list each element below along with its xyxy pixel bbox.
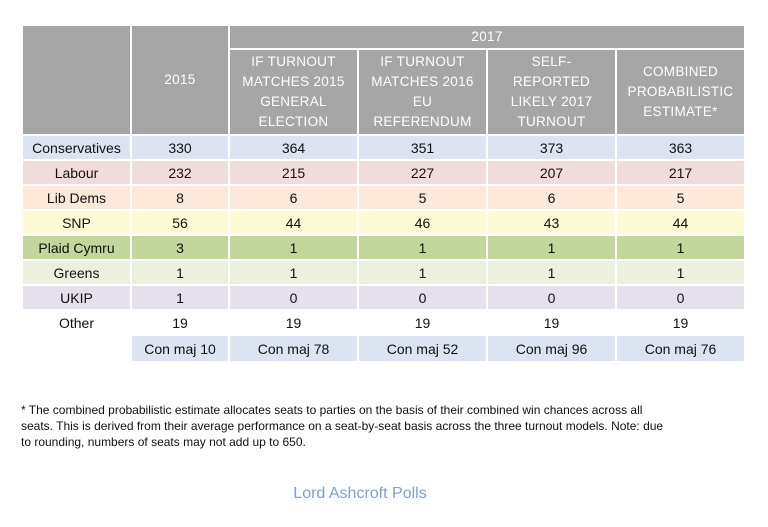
seat-count: 232 [130,159,230,186]
seat-count: 19 [614,309,747,336]
party-row: Labour 232 215 227 207 217 [21,159,747,186]
seat-count: 0 [357,284,488,311]
seat-count: 0 [228,284,359,311]
seat-count: 330 [130,134,230,161]
column-header: COMBINED PROBABILISTIC ESTIMATE* [614,48,747,136]
seat-count: 56 [130,209,230,236]
seat-count: 46 [357,209,488,236]
party-row: Greens 1 1 1 1 1 [21,259,747,286]
seat-count: 1 [614,234,747,261]
seat-count: 0 [486,284,617,311]
seat-count: 5 [357,184,488,211]
seat-count: 19 [357,309,488,336]
party-name: Labour [21,159,132,186]
column-header: IF TURNOUT MATCHES 2016 EU REFERENDUM [357,48,488,136]
party-row: Other 19 19 19 19 19 [21,309,747,336]
seat-count: 1 [486,234,617,261]
group-header: 2017 [227,24,747,50]
party-name: SNP [21,209,132,236]
party-name: Other [21,309,132,336]
seat-count: 43 [486,209,617,236]
seat-count: 6 [486,184,617,211]
seat-table: 2015 2017 IF TURNOUT MATCHES 2015 GENERA… [21,24,747,363]
seat-count: 215 [228,159,359,186]
seat-count: 1 [614,259,747,286]
party-name: Greens [21,259,132,286]
seat-count: 1 [130,284,230,311]
source: Lord Ashcroft Polls [293,485,427,502]
majority-cell: Con maj 76 [614,334,747,363]
table-header: 2015 2017 IF TURNOUT MATCHES 2015 GENERA… [21,24,747,136]
seat-count: 1 [130,259,230,286]
empty-cell [21,334,132,363]
seat-count: 373 [486,134,617,161]
column-header: 2015 [130,24,230,136]
party-row: Plaid Cymru 3 1 1 1 1 [21,234,747,261]
seat-count: 19 [228,309,359,336]
seat-count: 44 [614,209,747,236]
seat-count: 217 [614,159,747,186]
party-name: Plaid Cymru [21,234,132,261]
party-name: Conservatives [21,134,132,161]
seat-count: 207 [486,159,617,186]
seat-count: 1 [228,259,359,286]
seat-count: 8 [130,184,230,211]
party-name: UKIP [21,284,132,311]
seat-count: 6 [228,184,359,211]
seat-count: 351 [357,134,488,161]
seat-count: 227 [357,159,488,186]
majority-cell: Con maj 52 [357,334,488,363]
seat-count: 364 [228,134,359,161]
majority-cell: Con maj 78 [228,334,359,363]
column-header: IF TURNOUT MATCHES 2015 GENERAL ELECTION [228,48,359,136]
seat-count: 44 [228,209,359,236]
footnote: * The combined probabilistic estimate al… [21,403,664,449]
seat-count: 3 [130,234,230,261]
party-name: Lib Dems [21,184,132,211]
majority-row: Con maj 10 Con maj 78 Con maj 52 Con maj 96… [21,334,747,363]
seat-count: 19 [486,309,617,336]
party-row: Lib Dems 8 6 5 6 5 [21,184,747,211]
seat-count: 1 [357,259,488,286]
seat-count: 1 [228,234,359,261]
seat-count: 19 [130,309,230,336]
party-row: Conservatives 330 364 351 373 363 [21,134,747,161]
header-row: IF TURNOUT MATCHES 2015 GENERAL ELECTION… [22,48,747,136]
header-row: 2015 2017 [21,24,747,136]
seat-count: 0 [614,284,747,311]
seat-count: 1 [486,259,617,286]
party-row: UKIP 1 0 0 0 0 [21,284,747,311]
seat-count: 5 [614,184,747,211]
corner-cell [21,24,132,136]
table-body: Conservatives 330 364 351 373 363 Labour 232 215… [21,134,747,363]
majority-cell: Con maj 96 [486,334,617,363]
seat-count: 1 [357,234,488,261]
seat-count: 363 [614,134,747,161]
majority-cell: Con maj 10 [130,334,230,363]
column-header: SELF-REPORTED LIKELY 2017 TURNOUT [486,48,617,136]
party-row: SNP 56 44 46 43 44 [21,209,747,236]
